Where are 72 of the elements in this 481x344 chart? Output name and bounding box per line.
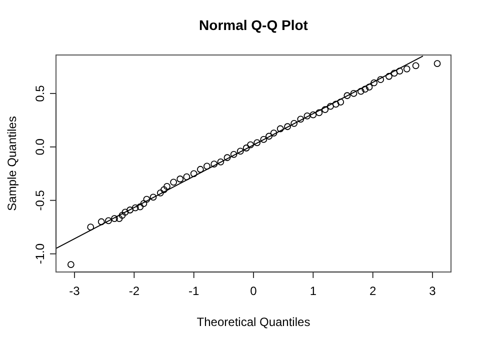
x-tick-label: 2 — [369, 284, 376, 298]
point — [230, 150, 238, 158]
point — [396, 68, 404, 74]
x-tick-label: 3 — [429, 284, 436, 298]
point — [270, 130, 278, 136]
point — [366, 84, 373, 91]
point — [98, 218, 105, 226]
point — [170, 178, 177, 186]
point — [196, 166, 204, 173]
point — [224, 154, 231, 162]
point — [357, 88, 364, 95]
point — [118, 212, 126, 219]
point — [87, 224, 94, 231]
chart-title: Normal Q-Q Plot — [199, 17, 308, 33]
point — [412, 62, 420, 70]
point — [377, 76, 384, 84]
x-tick-label: -1 — [188, 284, 200, 298]
point — [210, 160, 218, 168]
point — [344, 92, 351, 100]
point — [183, 173, 190, 180]
point — [164, 183, 170, 190]
point — [322, 106, 329, 113]
point — [327, 102, 334, 110]
point — [316, 109, 323, 116]
point — [236, 148, 244, 155]
point — [67, 261, 74, 268]
y-tick-label: -0.5 — [33, 190, 47, 211]
point — [260, 136, 268, 143]
point — [390, 70, 398, 77]
point — [350, 90, 358, 97]
point — [254, 139, 261, 146]
point — [385, 72, 392, 80]
point — [434, 60, 441, 67]
point — [370, 79, 378, 86]
y-axis-title: Sample Quantiles — [5, 116, 19, 211]
point — [284, 123, 291, 130]
point — [204, 162, 210, 170]
x-axis-title: Theoretical Quantiles — [196, 315, 310, 329]
point — [176, 176, 184, 182]
point — [362, 86, 369, 93]
point — [276, 125, 284, 132]
point — [190, 170, 198, 178]
x-tick-label: -2 — [128, 284, 140, 298]
x-tick-label: -3 — [69, 284, 80, 298]
point — [126, 206, 134, 214]
point — [247, 141, 254, 148]
point — [105, 217, 112, 224]
point — [266, 132, 272, 140]
point — [132, 204, 139, 212]
point — [136, 203, 144, 210]
point — [217, 158, 224, 166]
point — [111, 215, 118, 222]
point — [116, 215, 123, 222]
point — [143, 196, 150, 203]
point — [140, 200, 148, 208]
point — [403, 65, 410, 72]
x-tick-label: 1 — [310, 284, 317, 298]
point — [150, 194, 157, 201]
point — [242, 144, 250, 152]
point — [290, 120, 298, 127]
point — [160, 186, 168, 194]
point — [310, 111, 317, 118]
y-tick-label: 0.0 — [33, 138, 47, 156]
point — [122, 208, 129, 216]
x-tick-label: 0 — [250, 284, 258, 298]
point — [304, 112, 311, 120]
point — [332, 100, 340, 108]
point — [156, 189, 164, 196]
y-tick-label: 0.5 — [33, 84, 47, 102]
point — [337, 98, 344, 106]
y-tick-label: -1.0 — [33, 243, 47, 264]
point — [297, 116, 304, 123]
